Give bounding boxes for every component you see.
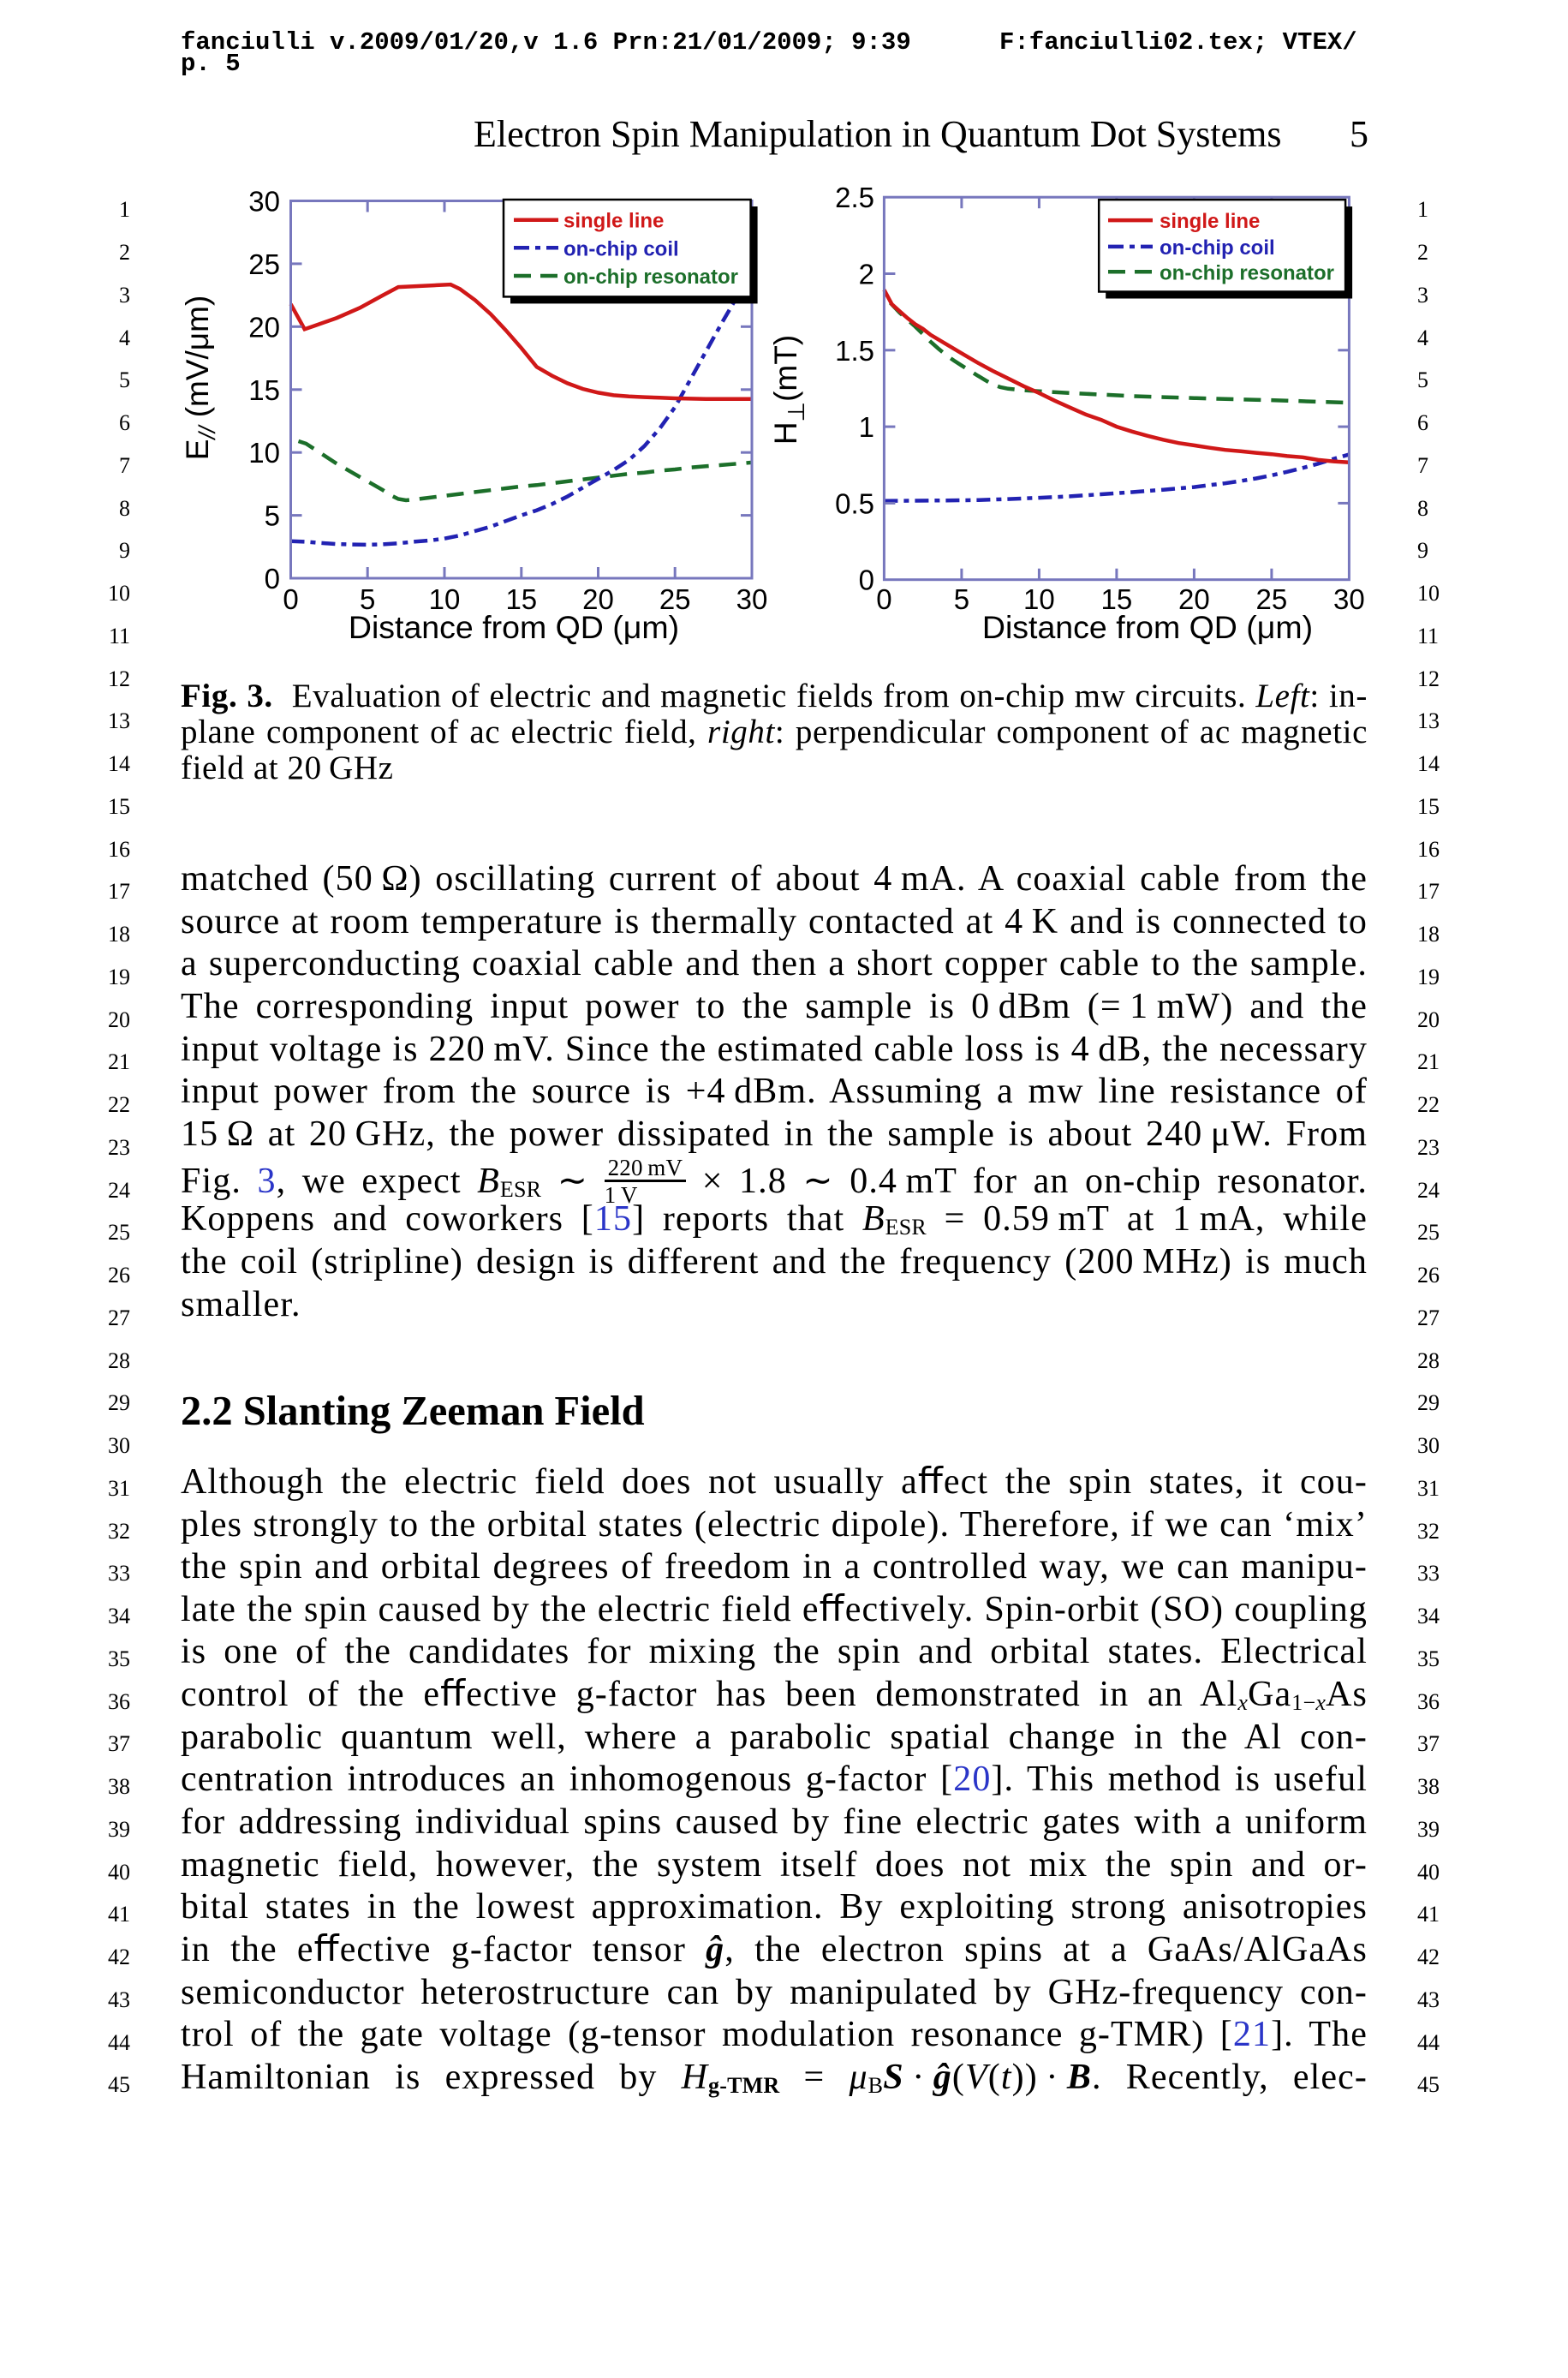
svg-text:10: 10: [1023, 583, 1055, 615]
svg-text:0: 0: [265, 563, 280, 594]
svg-text:20: 20: [1178, 583, 1210, 615]
svg-text:25: 25: [659, 583, 691, 615]
svg-text:1.5: 1.5: [835, 335, 874, 367]
svg-text:on-chip coil: on-chip coil: [563, 237, 679, 260]
svg-text:on-chip coil: on-chip coil: [1160, 236, 1275, 260]
svg-text:15: 15: [505, 583, 537, 615]
svg-text:25: 25: [1256, 583, 1288, 615]
svg-text:0.5: 0.5: [835, 487, 874, 519]
svg-text:on-chip resonator: on-chip resonator: [1160, 261, 1334, 284]
svg-text:E// (mV/μm): E// (mV/μm): [180, 296, 220, 461]
svg-text:20: 20: [248, 311, 280, 343]
svg-text:1: 1: [859, 411, 874, 443]
svg-text:5: 5: [265, 500, 280, 532]
svg-text:30: 30: [248, 186, 280, 218]
svg-text:30: 30: [736, 583, 768, 615]
svg-text:15: 15: [248, 374, 280, 406]
svg-text:30: 30: [1333, 583, 1365, 615]
svg-text:5: 5: [954, 583, 969, 615]
svg-text:single line: single line: [563, 210, 664, 233]
svg-text:25: 25: [248, 248, 280, 280]
svg-text:Distance from QD (μm): Distance from QD (μm): [982, 609, 1313, 645]
svg-text:H⊥(mT): H⊥(mT): [768, 335, 809, 445]
svg-text:0: 0: [283, 583, 298, 615]
svg-text:single line: single line: [1160, 210, 1260, 233]
svg-text:0: 0: [876, 583, 891, 615]
svg-text:0: 0: [859, 565, 874, 596]
svg-text:2.5: 2.5: [835, 182, 874, 213]
svg-text:10: 10: [429, 583, 461, 615]
svg-text:10: 10: [248, 437, 280, 469]
svg-text:20: 20: [582, 583, 614, 615]
svg-text:2: 2: [859, 259, 874, 290]
svg-text:on-chip resonator: on-chip resonator: [563, 266, 738, 289]
svg-text:Distance from QD (μm): Distance from QD (μm): [349, 609, 679, 645]
svg-text:15: 15: [1101, 583, 1133, 615]
svg-text:5: 5: [360, 583, 375, 615]
